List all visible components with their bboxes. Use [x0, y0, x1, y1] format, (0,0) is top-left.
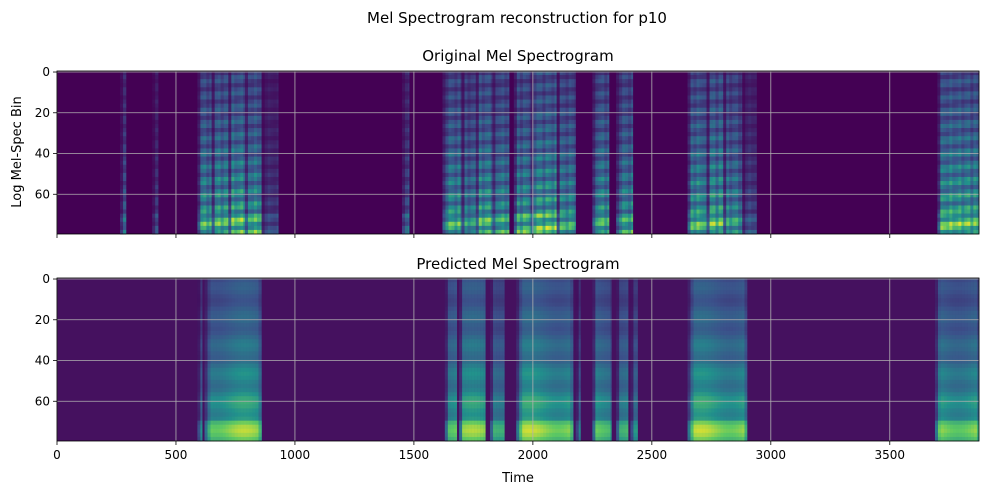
speech-segment: [616, 278, 628, 441]
speech-segment: [212, 71, 229, 234]
speech-segment: [262, 71, 279, 234]
ylabel-original: Log Mel-Spec Bin: [10, 96, 25, 207]
speech-segment: [688, 278, 748, 441]
x-tick-label: 1000: [280, 448, 311, 462]
speech-segment: [530, 71, 556, 234]
speech-segment: [935, 278, 979, 441]
y-tick-label: 60: [35, 394, 50, 408]
x-tick-label: 1500: [399, 448, 430, 462]
speech-segment: [205, 278, 262, 441]
speech-segment: [152, 71, 158, 234]
speech-segment: [402, 71, 409, 234]
speech-segment: [616, 71, 633, 234]
panel-title-predicted: Predicted Mel Spectrogram: [416, 255, 619, 273]
speech-segment: [228, 71, 245, 234]
speech-segment: [723, 71, 742, 234]
speech-segment: [688, 71, 707, 234]
x-tick-label: 500: [165, 448, 188, 462]
speech-segment: [442, 71, 461, 234]
speech-segment: [592, 278, 611, 441]
xlabel: Time: [501, 471, 534, 486]
speech-segment: [197, 278, 202, 441]
y-tick-label: 0: [42, 65, 50, 79]
speech-segment: [630, 278, 637, 441]
speech-segment: [476, 71, 493, 234]
speech-segment: [120, 71, 126, 234]
speech-segment: [516, 278, 573, 441]
figure-suptitle: Mel Spectrogram reconstruction for p10: [367, 9, 667, 27]
y-tick-label: 40: [35, 354, 50, 368]
speech-segment: [197, 71, 212, 234]
x-tick-label: 2500: [637, 448, 668, 462]
y-tick-label: 40: [35, 147, 50, 161]
speech-segment: [514, 71, 531, 234]
speech-segment: [245, 71, 262, 234]
speech-segment: [461, 71, 476, 234]
speech-segment: [557, 71, 576, 234]
panel-original: Original Mel Spectrogram 0 20 40 60 Log Mel…: [10, 47, 979, 238]
speech-segment: [492, 71, 509, 234]
x-tick-label: 3000: [756, 448, 787, 462]
x-tick-label: 3500: [875, 448, 906, 462]
panel-title-original: Original Mel Spectrogram: [422, 47, 613, 65]
y-tick-label: 60: [35, 187, 50, 201]
y-tick-label: 20: [35, 313, 50, 327]
x-tick-label: 0: [53, 448, 61, 462]
speech-segment: [445, 278, 457, 441]
speech-segment: [576, 278, 581, 441]
speech-segment: [707, 71, 724, 234]
speech-segment: [742, 71, 757, 234]
heatmap-predicted: [57, 278, 979, 441]
speech-segment: [490, 278, 505, 441]
speech-segment: [459, 278, 485, 441]
y-tick-label: 20: [35, 106, 50, 120]
y-tick-label: 0: [42, 272, 50, 286]
heatmap-original: [57, 71, 979, 234]
speech-segment: [937, 71, 979, 234]
panel-predicted: Predicted Mel Spectrogram 0 500 1000 1500 20…: [35, 255, 980, 462]
x-tick-label: 2000: [518, 448, 549, 462]
speech-segment: [592, 71, 609, 234]
